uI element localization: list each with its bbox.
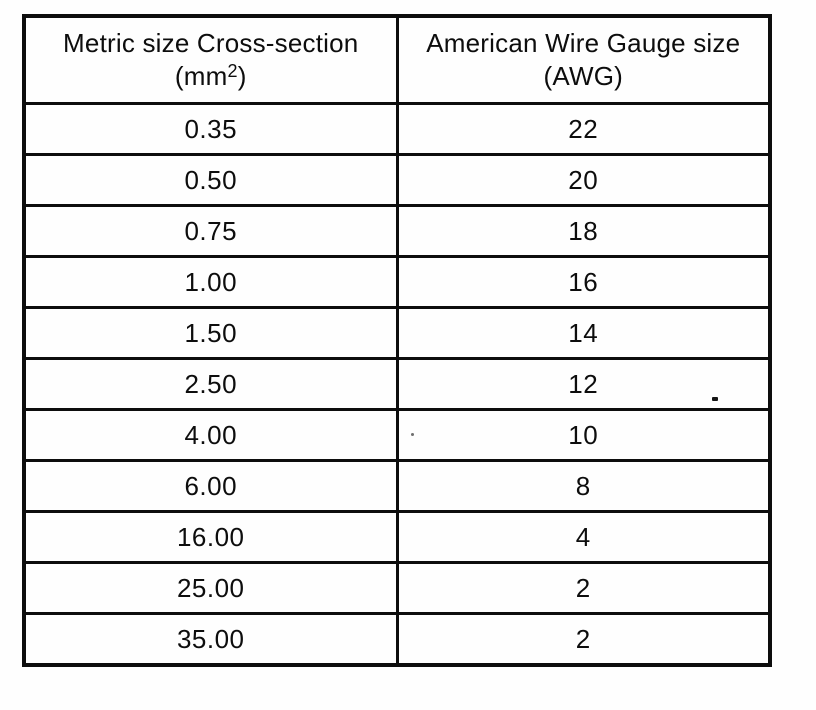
table-row: 6.00 8 bbox=[22, 459, 772, 513]
superscript-2: 2 bbox=[227, 61, 238, 81]
metric-cell: 0.35 bbox=[22, 102, 399, 156]
table-row: 4.00 10 bbox=[22, 408, 772, 462]
table-row: 0.75 18 bbox=[22, 204, 772, 258]
awg-cell: 2 bbox=[395, 612, 772, 667]
awg-cell: 14 bbox=[395, 306, 772, 360]
scan-artifact-dot bbox=[712, 397, 718, 401]
metric-cell: 6.00 bbox=[22, 459, 399, 513]
awg-cell: 10 bbox=[395, 408, 772, 462]
table-header: Metric size Cross-section (mm2) American… bbox=[22, 14, 772, 105]
table-row: 25.00 2 bbox=[22, 561, 772, 615]
metric-cell: 0.50 bbox=[22, 153, 399, 207]
scan-artifact-speck bbox=[411, 433, 414, 436]
table-row: 1.00 16 bbox=[22, 255, 772, 309]
metric-cell: 2.50 bbox=[22, 357, 399, 411]
table-row: 2.50 12 bbox=[22, 357, 772, 411]
awg-cell: 8 bbox=[395, 459, 772, 513]
table-row: 35.00 2 bbox=[22, 612, 772, 667]
column-header-metric-size: Metric size Cross-section (mm2) bbox=[22, 14, 399, 105]
awg-cell: 18 bbox=[395, 204, 772, 258]
metric-header-title: Metric size Cross-section bbox=[63, 28, 359, 58]
metric-cell: 4.00 bbox=[22, 408, 399, 462]
metric-cell: 1.50 bbox=[22, 306, 399, 360]
awg-header-title: American Wire Gauge size bbox=[426, 28, 741, 58]
table-row: 1.50 14 bbox=[22, 306, 772, 360]
wire-gauge-conversion-table: Metric size Cross-section (mm2) American… bbox=[22, 14, 772, 667]
table-row: 0.35 22 bbox=[22, 102, 772, 156]
awg-cell: 4 bbox=[395, 510, 772, 564]
metric-cell: 1.00 bbox=[22, 255, 399, 309]
table-row: 16.00 4 bbox=[22, 510, 772, 564]
awg-cell: 16 bbox=[395, 255, 772, 309]
awg-cell: 20 bbox=[395, 153, 772, 207]
table-body: 0.35 22 0.50 20 0.75 18 1.00 16 1.50 14 … bbox=[22, 102, 772, 667]
metric-cell: 25.00 bbox=[22, 561, 399, 615]
awg-cell: 12 bbox=[395, 357, 772, 411]
metric-cell: 35.00 bbox=[22, 612, 399, 667]
table-row: 0.50 20 bbox=[22, 153, 772, 207]
metric-cell: 16.00 bbox=[22, 510, 399, 564]
awg-cell: 22 bbox=[395, 102, 772, 156]
metric-cell: 0.75 bbox=[22, 204, 399, 258]
awg-cell: 2 bbox=[395, 561, 772, 615]
awg-header-unit: (AWG) bbox=[543, 61, 623, 91]
column-header-awg-size: American Wire Gauge size (AWG) bbox=[395, 14, 772, 105]
header-row: Metric size Cross-section (mm2) American… bbox=[22, 14, 772, 105]
metric-header-unit: (mm2) bbox=[174, 61, 247, 91]
